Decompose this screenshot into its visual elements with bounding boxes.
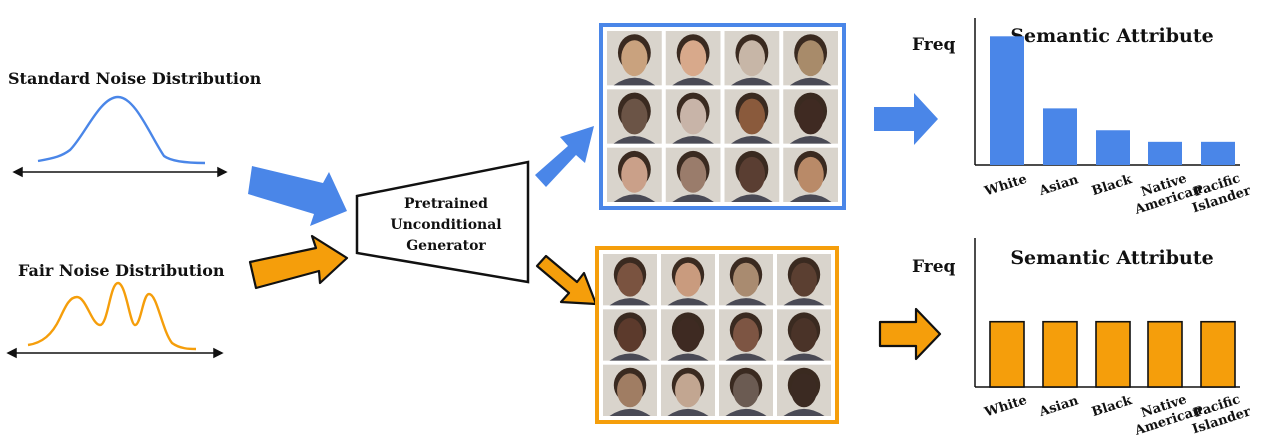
x-tick-label: White [982, 172, 1029, 200]
face-thumbnail [661, 364, 715, 416]
svg-text:Asian: Asian [1037, 393, 1081, 420]
face-thumbnail [719, 309, 773, 361]
face-thumbnail [665, 31, 721, 86]
face-thumbnail [661, 254, 715, 306]
generator-block [355, 160, 530, 284]
bar [1148, 141, 1182, 165]
svg-text:Asian: Asian [1037, 172, 1081, 199]
standard-output-arrow [535, 126, 594, 187]
x-tick-label: Asian [1037, 172, 1081, 199]
bar [1200, 320, 1236, 388]
standard-noise-label: Standard Noise Distribution [8, 69, 262, 88]
face-thumbnail [665, 89, 721, 144]
svg-text:White: White [982, 393, 1029, 421]
bar [1042, 320, 1078, 388]
svg-text:Black: Black [1090, 172, 1135, 199]
standard-input-arrow [248, 166, 347, 226]
standard-chart-arrow [874, 93, 938, 145]
bar [989, 320, 1025, 388]
face-thumbnail [777, 309, 831, 361]
generator-label-line-2: Unconditional [390, 217, 501, 233]
face-thumbnail [665, 147, 721, 202]
face-thumbnail [783, 147, 838, 202]
face-thumbnail [603, 364, 657, 416]
face-thumbnail [777, 254, 831, 306]
bar [1096, 130, 1130, 165]
generator-label-line-3: Generator [406, 238, 486, 254]
fair-noise-curve [27, 281, 197, 351]
fair-face-grid [595, 246, 839, 424]
face-thumbnail [724, 147, 780, 202]
face-thumbnail [724, 89, 780, 144]
face-thumbnail [607, 31, 662, 86]
bar [1201, 141, 1235, 165]
svg-text:White: White [982, 172, 1029, 200]
face-thumbnail [603, 254, 657, 306]
standard-face-grid [599, 23, 846, 210]
face-thumbnail [607, 89, 662, 144]
x-tick-label: Black [1090, 393, 1135, 420]
x-tick-label: Black [1090, 172, 1135, 199]
face-thumbnail [777, 364, 831, 416]
y-axis-label: Freq [912, 257, 956, 277]
chart-title: Semantic Attribute [1010, 25, 1213, 47]
bar [1147, 320, 1183, 388]
bar [1095, 320, 1131, 388]
face-thumbnail [783, 31, 838, 86]
face-thumbnail [783, 89, 838, 144]
face-thumbnail [661, 309, 715, 361]
face-thumbnail [607, 147, 662, 202]
fair-noise-axis [6, 347, 224, 359]
fair-chart-arrow [878, 307, 942, 361]
svg-text:Black: Black [1090, 393, 1135, 420]
x-tick-label: White [982, 393, 1029, 421]
bar [990, 36, 1024, 165]
fair-output-arrow [535, 254, 598, 306]
face-thumbnail [724, 31, 780, 86]
generator-label-line-1: Pretrained [404, 196, 488, 212]
fair-noise-label: Fair Noise Distribution [18, 261, 225, 280]
face-thumbnail [719, 254, 773, 306]
y-axis-label: Freq [912, 35, 956, 55]
standard-noise-curve [37, 95, 206, 165]
fair-input-arrow [248, 234, 349, 290]
face-thumbnail [603, 309, 657, 361]
face-thumbnail [719, 364, 773, 416]
chart-title: Semantic Attribute [1010, 247, 1213, 269]
bar [1043, 108, 1077, 165]
x-tick-label: Asian [1037, 393, 1081, 420]
standard-noise-axis [12, 166, 228, 178]
